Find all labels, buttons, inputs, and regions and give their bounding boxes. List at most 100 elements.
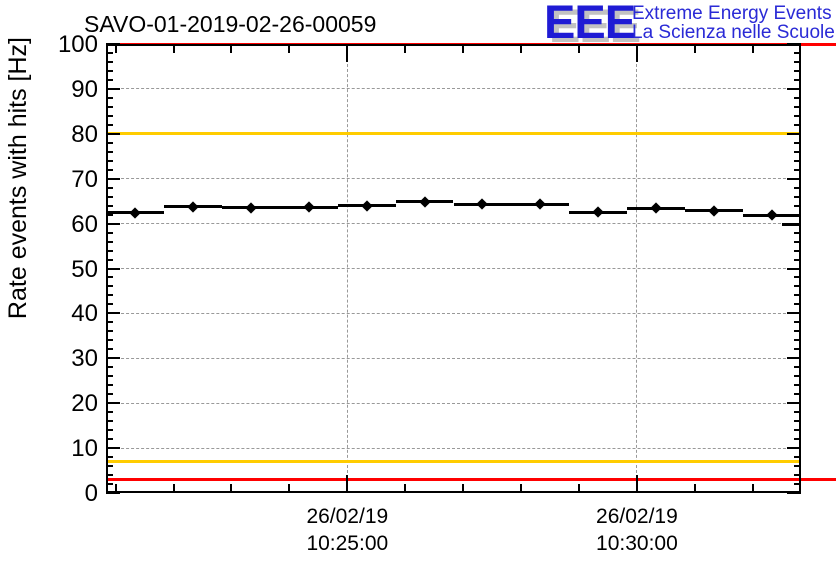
y-tick-right <box>794 429 801 432</box>
y-tick <box>106 366 113 369</box>
y-tick <box>106 267 120 270</box>
y-tick <box>106 474 113 477</box>
threshold-line-7 <box>106 460 801 464</box>
y-tick <box>106 222 120 225</box>
v-gridline <box>636 44 638 493</box>
y-tick <box>106 114 113 117</box>
y-tick <box>106 105 113 108</box>
y-tick <box>106 43 120 45</box>
h-gridline <box>106 447 801 449</box>
y-tick-right <box>794 438 801 441</box>
plot-frame <box>106 44 801 493</box>
x-tick-top <box>346 44 349 62</box>
y-tick-right <box>787 402 801 405</box>
x-tick <box>577 484 580 493</box>
y-tick-right <box>794 60 801 63</box>
y-tick <box>106 195 113 198</box>
y-tick-right <box>787 87 801 90</box>
y-tick-right <box>787 492 801 494</box>
x-tick <box>462 484 465 493</box>
x-tick-label: 26/02/19 10:25:00 <box>277 503 417 557</box>
y-tick-right <box>794 465 801 468</box>
y-tick <box>106 339 113 342</box>
y-tick-right <box>794 231 801 234</box>
y-tick-label: 0 <box>84 480 98 507</box>
y-tick-right <box>794 456 801 459</box>
h-gridline <box>106 402 801 404</box>
y-tick-right <box>794 258 801 261</box>
x-tick-top <box>693 44 696 53</box>
eee-logo-text: Extreme Energy Events La Scienza nelle S… <box>632 4 835 42</box>
x-tick-label-date: 26/02/19 <box>596 505 678 528</box>
chart-title: SAVO-01-2019-02-26-00059 <box>84 11 377 37</box>
y-tick-right <box>787 357 801 360</box>
threshold-line-3 <box>106 478 836 482</box>
y-tick-right <box>794 384 801 387</box>
y-tick-right <box>794 285 801 288</box>
y-tick <box>106 213 113 216</box>
y-tick-right <box>794 375 801 378</box>
y-tick-right <box>794 96 801 99</box>
x-tick <box>114 484 117 493</box>
y-tick-right <box>794 294 801 297</box>
y-tick <box>106 411 113 414</box>
x-tick <box>751 484 754 493</box>
y-tick-right <box>794 348 801 351</box>
y-tick <box>106 177 120 180</box>
x-tick-top <box>172 44 175 53</box>
x-tick <box>288 484 291 493</box>
y-tick-label: 80 <box>71 120 98 148</box>
y-tick-label: 20 <box>71 390 98 418</box>
y-tick <box>106 429 113 432</box>
y-tick <box>106 348 113 351</box>
x-tick <box>172 484 175 493</box>
y-tick-right <box>794 249 801 252</box>
y-tick <box>106 249 113 252</box>
y-tick <box>106 69 113 72</box>
y-tick-right <box>794 123 801 126</box>
y-tick-right <box>794 78 801 81</box>
y-tick <box>106 393 113 396</box>
y-tick-right <box>794 204 801 207</box>
data-points-layer <box>106 44 801 493</box>
y-tick-right <box>794 276 801 279</box>
y-tick-right <box>794 393 801 396</box>
x-tick <box>404 484 407 493</box>
y-tick-right <box>794 51 801 54</box>
y-tick-right <box>787 447 801 450</box>
y-tick <box>106 456 113 459</box>
y-tick <box>106 285 113 288</box>
y-tick <box>106 483 113 486</box>
x-tick <box>520 484 523 493</box>
y-tick <box>106 240 113 243</box>
y-tick <box>106 447 120 450</box>
y-tick <box>106 96 113 99</box>
y-tick-right <box>787 43 801 45</box>
y-tick-label: 50 <box>71 255 98 283</box>
y-tick-right <box>787 132 801 135</box>
y-tick-right <box>794 366 801 369</box>
y-tick <box>106 51 113 54</box>
y-tick-right <box>794 168 801 171</box>
y-tick-label: 40 <box>71 300 98 328</box>
y-tick <box>106 123 113 126</box>
y-tick <box>106 312 120 315</box>
y-tick <box>106 132 120 135</box>
y-tick-right <box>794 141 801 144</box>
y-tick <box>106 420 113 423</box>
x-tick <box>346 475 349 493</box>
h-gridline <box>106 88 801 90</box>
x-tick-label-time: 10:25:00 <box>306 532 389 555</box>
eee-logo-icon: EEE <box>544 0 636 48</box>
y-tick-right <box>787 177 801 180</box>
x-tick-top <box>404 44 407 53</box>
y-tick-right <box>794 69 801 72</box>
y-tick <box>106 186 113 189</box>
y-tick-label: 70 <box>71 165 98 193</box>
y-tick <box>106 402 120 405</box>
y-tick-right <box>794 330 801 333</box>
y-tick <box>106 438 113 441</box>
y-tick <box>106 357 120 360</box>
y-tick <box>106 159 113 162</box>
